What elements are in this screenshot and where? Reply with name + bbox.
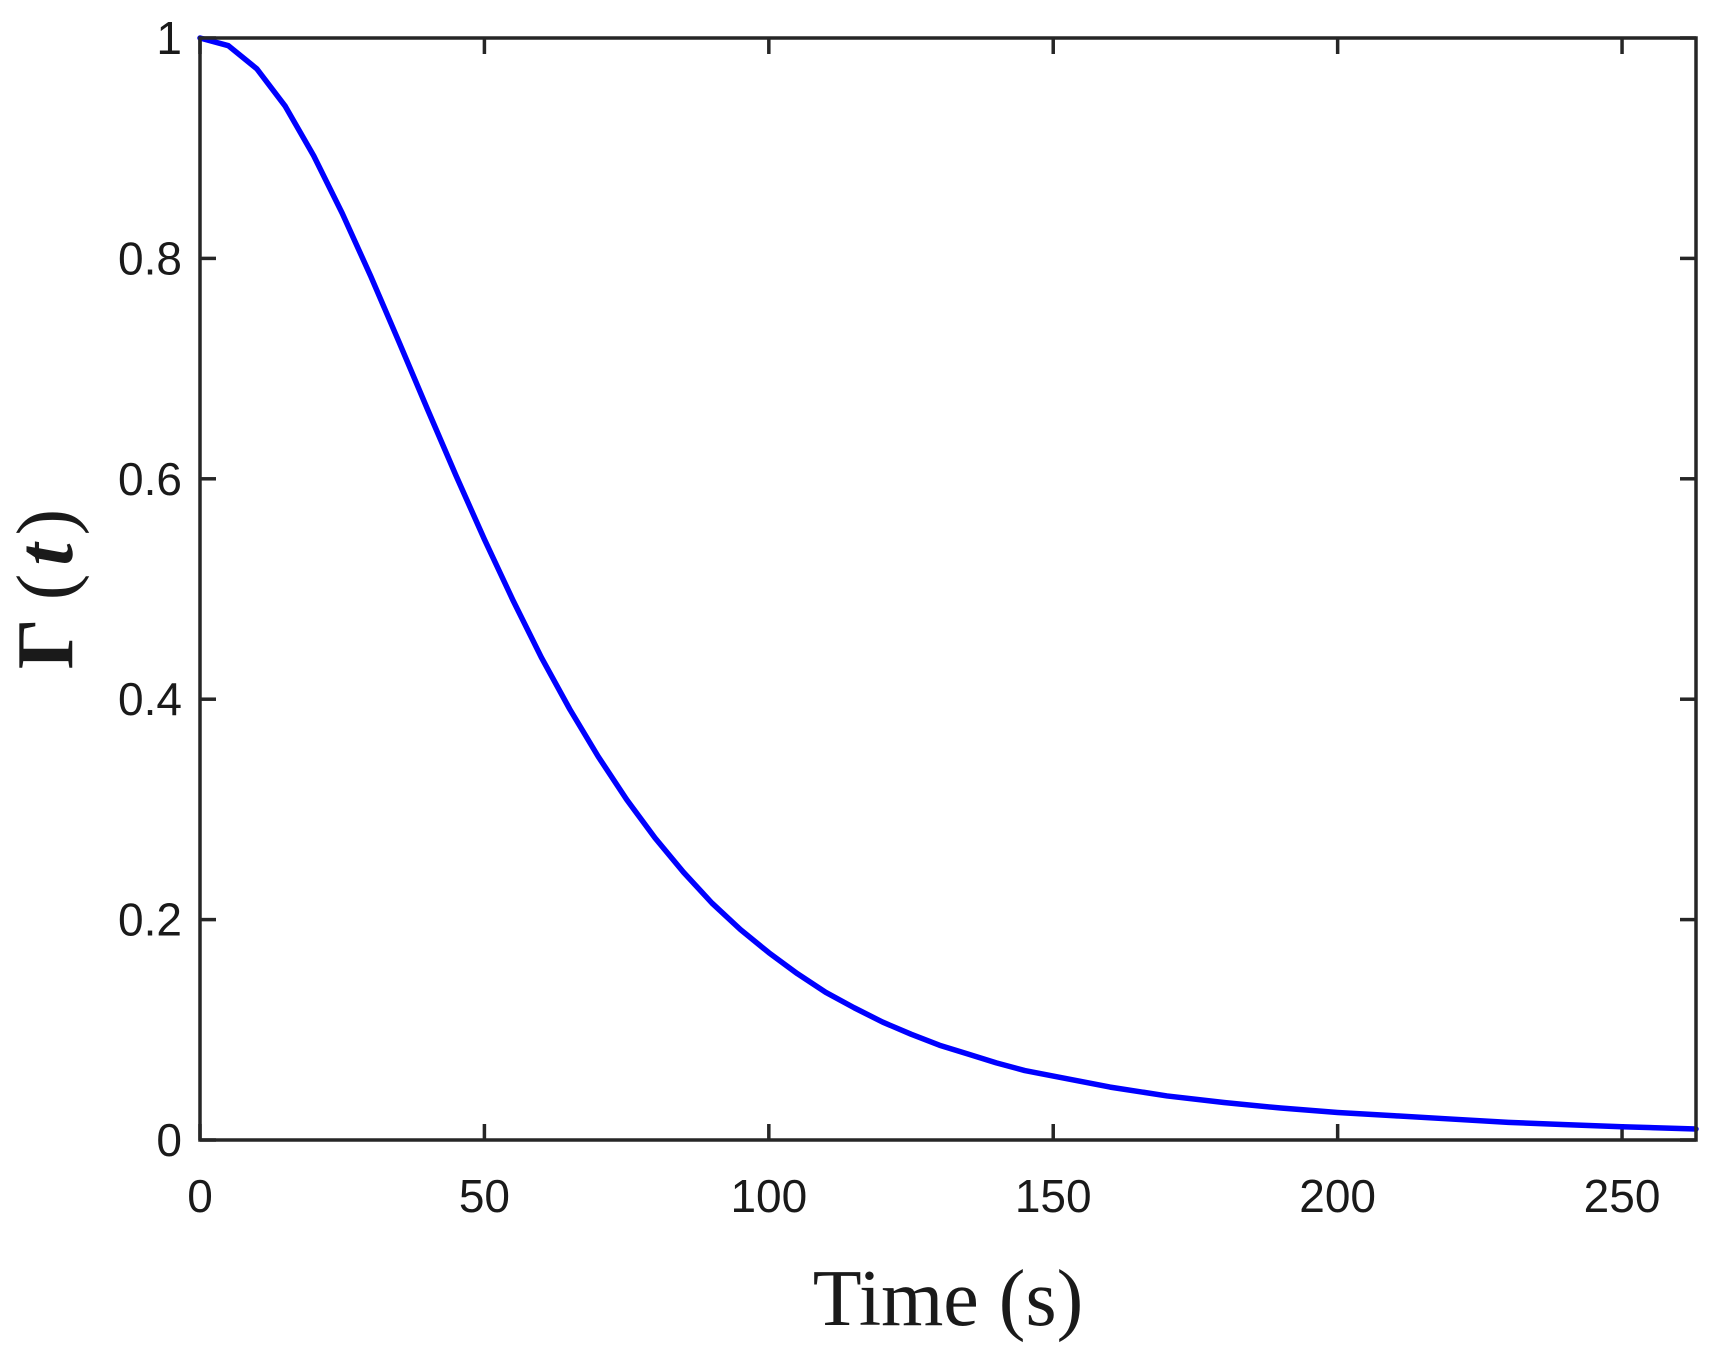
plot-frame — [198, 36, 1698, 1142]
y-tick-label: 0.4 — [118, 673, 182, 725]
x-tick-label: 150 — [1015, 1170, 1092, 1222]
y-axis-label-symbol: Γ — [2, 618, 90, 669]
y-tick-label: 1 — [156, 12, 182, 64]
y-tick-label: 0.8 — [118, 232, 182, 284]
x-tick-label: 0 — [187, 1170, 213, 1222]
svg-text:Γ(t): Γ(t) — [2, 509, 90, 669]
x-tick-label: 50 — [459, 1170, 510, 1222]
y-tick-label: 0.2 — [118, 894, 182, 946]
x-tick-label: 200 — [1299, 1170, 1376, 1222]
x-axis-label: Time (s) — [813, 1255, 1083, 1343]
x-axis-ticks: 0 50 100 150 200 250 — [187, 38, 1660, 1222]
series-line — [197, 35, 1699, 1132]
y-axis-ticks: 0 0.2 0.4 0.6 0.8 1 — [118, 12, 1696, 1166]
y-axis-label: Γ(t) — [2, 509, 90, 669]
y-tick-label: 0 — [156, 1114, 182, 1166]
plot-background — [200, 38, 1696, 1140]
x-tick-label: 250 — [1584, 1170, 1661, 1222]
y-tick-label: 0.6 — [118, 453, 182, 505]
y-axis-label-arg: t — [2, 541, 90, 566]
x-tick-label: 100 — [730, 1170, 807, 1222]
